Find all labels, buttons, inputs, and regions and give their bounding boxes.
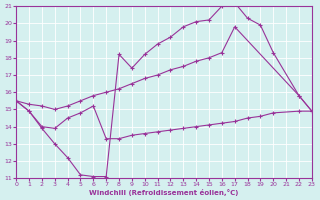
X-axis label: Windchill (Refroidissement éolien,°C): Windchill (Refroidissement éolien,°C) (89, 189, 239, 196)
